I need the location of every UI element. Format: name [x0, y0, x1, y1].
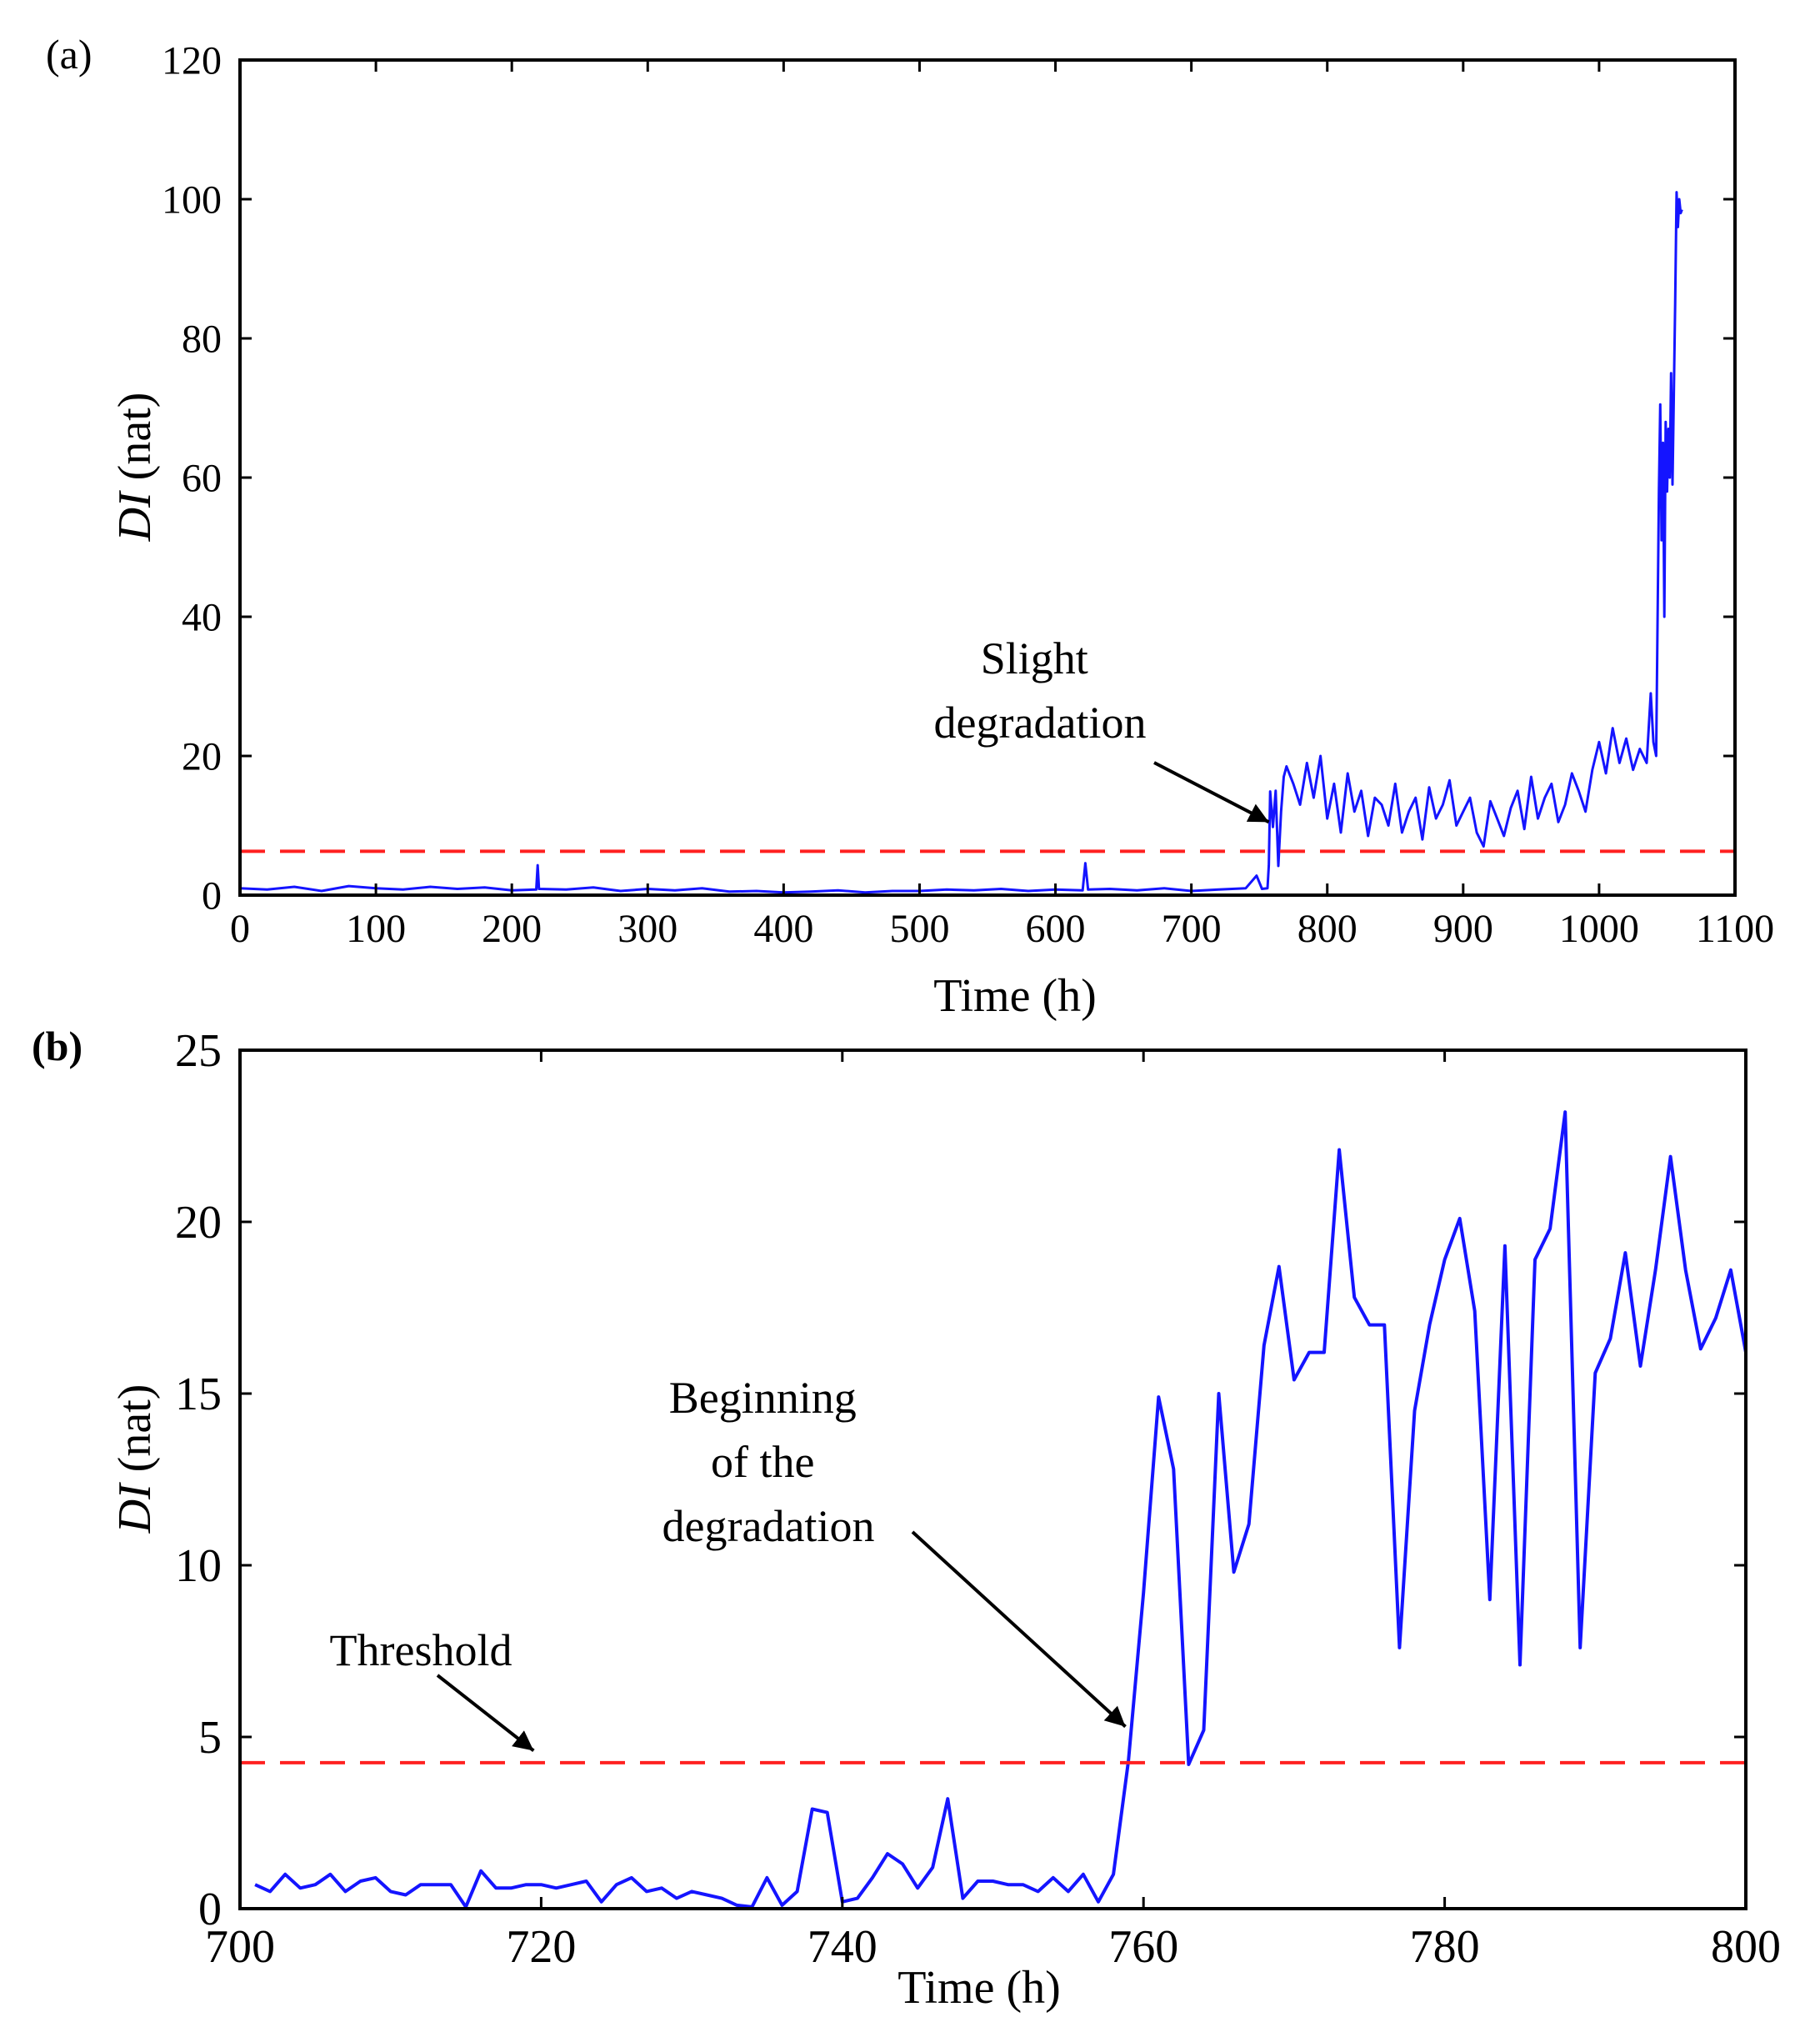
panel-a-x-tick-label: 700 — [1162, 907, 1222, 951]
panel-b-x-axis-title: Time (h) — [898, 1962, 1061, 2014]
panel-b-x-tick-label: 720 — [506, 1921, 576, 1973]
panel-b-y-axis-title: DI (nat) — [109, 1384, 161, 1534]
panel-a-y-tick-label: 60 — [182, 456, 222, 500]
panel-b-y-axis-title-var: DI — [109, 1482, 161, 1534]
annotation-beginning-line-1: Beginning — [669, 1373, 857, 1423]
annotation-beginning-line-3: degradation — [662, 1501, 875, 1551]
panel-b-y-tick-label: 15 — [175, 1369, 222, 1420]
panel-a-label: (a) — [46, 31, 92, 78]
annotation-slight-degradation-line-2: degradation — [934, 698, 1147, 748]
panel-a-y-tick-label: 80 — [182, 317, 222, 361]
panel-b-y-tick-label: 20 — [175, 1197, 222, 1249]
panel-b-series-group — [254, 1110, 1748, 1909]
panel-b-y-axis: 0 5 10 15 20 25 — [175, 1025, 1746, 1935]
panel-a-x-axis: 0 100 200 300 400 500 600 700 800 900 1000 1100 — [230, 60, 1774, 951]
panel-a-x-tick-label: 300 — [618, 907, 678, 951]
panel-b-x-tick-label: 760 — [1108, 1921, 1178, 1973]
panel-a-y-tick-label: 0 — [202, 873, 222, 918]
panel-a-x-tick-label: 800 — [1298, 907, 1358, 951]
panel-b-x-tick-label: 800 — [1711, 1921, 1781, 1973]
panel-a-x-axis-title: Time (h) — [933, 970, 1097, 1022]
panel-a-y-axis-title-var: DI — [109, 490, 161, 542]
panel-b: (b) 700 720 740 760 780 800 0 5 10 15 20 25 Time (… — [32, 1023, 1781, 2014]
panel-a-series-group — [239, 191, 1683, 894]
panel-b-x-axis: 700 720 740 760 780 800 — [205, 1050, 1781, 1973]
annotation-beginning-arrow — [911, 1530, 1127, 1729]
panel-a-y-tick-label: 20 — [182, 734, 222, 778]
panel-b-y-axis-title-unit: (nat) — [109, 1384, 161, 1484]
panel-b-y-tick-label: 5 — [198, 1712, 222, 1764]
annotation-threshold-arrow — [436, 1674, 535, 1753]
panel-b-label: (b) — [32, 1023, 82, 1069]
annotation-slight-degradation-line-1: Slight — [981, 633, 1088, 683]
panel-a-x-tick-label: 500 — [889, 907, 949, 951]
panel-b-plot-frame — [238, 1049, 1748, 1910]
panel-a-x-tick-label: 100 — [346, 907, 406, 951]
panel-a-y-tick-label: 120 — [162, 38, 222, 83]
annotation-slight-degradation-arrow — [1153, 761, 1270, 824]
panel-a-y-tick-label: 40 — [182, 595, 222, 639]
panel-a-x-tick-label: 900 — [1433, 907, 1493, 951]
panel-a-y-axis: 0 20 40 60 80 100 120 — [162, 38, 1735, 918]
panel-a: (a) 0 100 200 300 400 500 600 700 800 900 1000 1100… — [46, 31, 1774, 1022]
panel-a-y-axis-title-unit: (nat) — [109, 393, 161, 493]
panel-a-y-axis-title: DI (nat) — [109, 393, 161, 543]
panel-a-x-tick-label: 400 — [753, 907, 813, 951]
panel-b-series-line-di — [254, 1110, 1748, 1909]
panel-b-x-tick-label: 700 — [205, 1921, 275, 1973]
panel-a-y-tick-label: 100 — [162, 178, 222, 222]
panel-a-plot-frame — [238, 58, 1737, 897]
panel-a-x-tick-label: 0 — [230, 907, 250, 951]
panel-b-x-tick-label: 740 — [808, 1921, 878, 1973]
panel-b-x-tick-label: 780 — [1410, 1921, 1480, 1973]
panel-a-x-tick-label: 200 — [482, 907, 542, 951]
annotation-threshold: Threshold — [330, 1625, 512, 1675]
annotation-beginning-of-degradation: Beginning of the degradation — [662, 1373, 875, 1551]
panel-a-x-tick-label: 1000 — [1559, 907, 1639, 951]
panel-b-y-tick-label: 0 — [198, 1884, 222, 1935]
panel-b-label-text: (b) — [32, 1023, 82, 1069]
panel-a-x-tick-label: 600 — [1026, 907, 1086, 951]
panel-a-x-tick-label: 1100 — [1696, 907, 1774, 951]
panel-b-y-tick-label: 10 — [175, 1540, 222, 1592]
panel-b-y-tick-label: 25 — [175, 1025, 222, 1077]
annotation-beginning-line-2: of the — [711, 1437, 814, 1487]
panel-a-series-line-di — [239, 191, 1683, 894]
annotation-slight-degradation: Slight degradation — [934, 633, 1147, 748]
